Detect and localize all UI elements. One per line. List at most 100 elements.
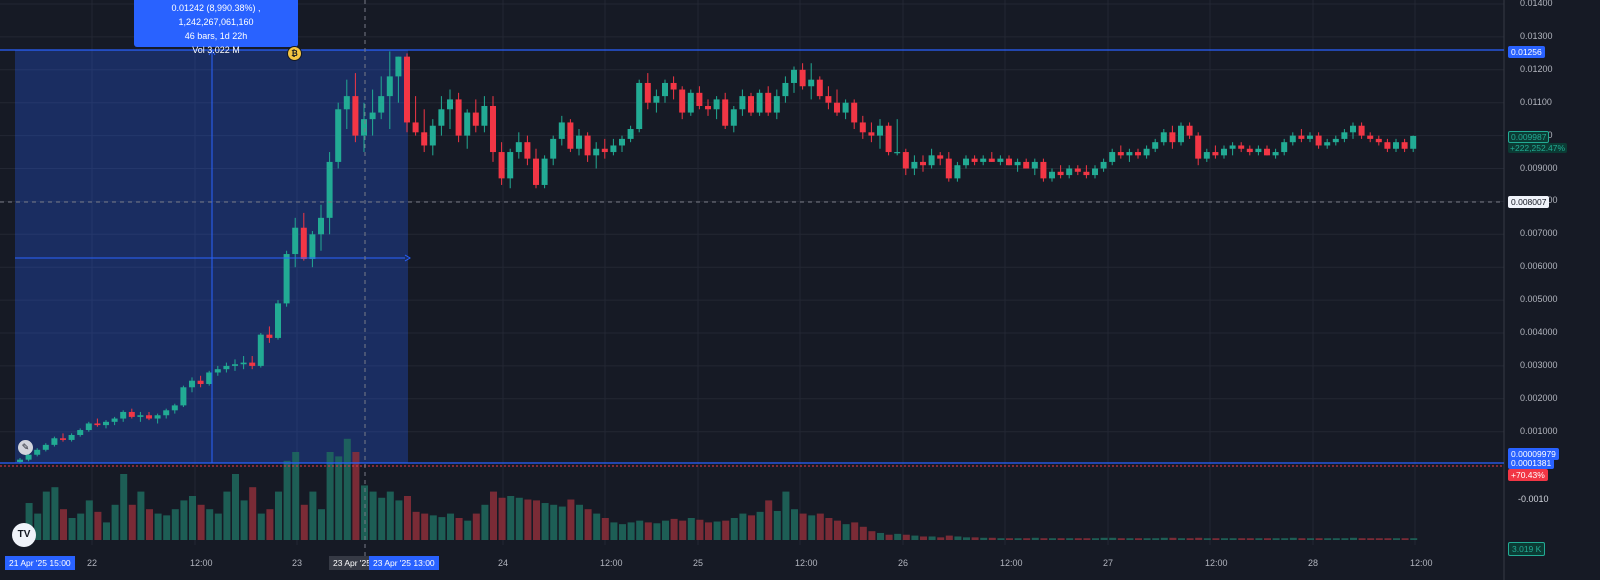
candle [636, 82, 643, 130]
volume-bar [997, 538, 1005, 540]
time-tick-label: 26 [898, 558, 909, 568]
candle [335, 109, 342, 162]
price-tick-label: 0.01100 [1520, 96, 1552, 107]
candle [1031, 161, 1038, 169]
candle [1393, 142, 1399, 149]
volume-bar [318, 509, 325, 540]
volume-bar [490, 491, 497, 540]
candle [859, 122, 866, 133]
tradingview-logo-icon[interactable]: TV [12, 523, 36, 547]
volume-bar [782, 491, 790, 540]
candle [1126, 152, 1133, 156]
candle [1092, 168, 1098, 176]
candle [679, 89, 686, 113]
arrow-head-icon [404, 254, 411, 262]
volume-bar [541, 503, 549, 540]
candle [481, 105, 488, 126]
volume-bar [120, 474, 128, 540]
candle [1169, 132, 1176, 143]
volume-bar [249, 487, 257, 540]
candle [1057, 171, 1064, 176]
candle [1152, 142, 1159, 149]
volume-bar [1238, 538, 1246, 540]
volume-bar [515, 497, 523, 540]
volume-bar [1307, 538, 1314, 540]
candle [696, 92, 703, 106]
measure-price-change: 0.01242 (8,990.38%) , 1,242,267,061,160 [171, 3, 261, 27]
volume-bar [619, 524, 626, 540]
volume-bar [1203, 538, 1211, 540]
volume-bar [1315, 538, 1323, 540]
coin-icon[interactable]: ₿ [287, 46, 302, 61]
candle [1160, 132, 1167, 143]
volume-bars [17, 438, 1418, 540]
candle [722, 99, 729, 126]
candle [326, 161, 333, 218]
candle [1255, 148, 1262, 153]
candle [197, 380, 204, 384]
candle [343, 96, 350, 110]
candle [1358, 125, 1365, 136]
ruler-icon[interactable]: ✎ [18, 440, 33, 455]
volume-bar [257, 513, 265, 540]
volume-bar [232, 474, 239, 540]
volume-bar [1255, 538, 1263, 540]
volume-bar [507, 496, 515, 540]
candle [730, 109, 737, 126]
candle [885, 125, 892, 153]
last-change-tag: +222,252.47% [1508, 143, 1568, 153]
time-tick-label: 12:00 [1205, 558, 1228, 568]
volume-bar [137, 491, 145, 540]
volume-bar [1375, 538, 1383, 540]
candle [739, 96, 746, 110]
volume-bar [189, 496, 196, 540]
volume-bar [1126, 538, 1134, 540]
volume-bar [662, 520, 669, 540]
candle [911, 161, 918, 169]
candle [558, 122, 565, 139]
volume-bar [851, 522, 859, 540]
volume-bar [223, 491, 231, 540]
candle [180, 387, 187, 406]
volume-bar [928, 536, 936, 540]
last-price-tag: 0.009987 [1508, 131, 1550, 143]
volume-bar [206, 509, 214, 540]
volume-bar [60, 509, 67, 540]
candle [51, 438, 58, 445]
time-tick-label: 12:00 [600, 558, 623, 568]
candle [111, 418, 118, 422]
candle [541, 158, 548, 185]
measure-bars: 46 bars, 1d 22h [184, 31, 248, 41]
candle [1410, 135, 1417, 149]
volume-bar [51, 487, 59, 540]
candle [1375, 138, 1382, 143]
measure-tooltip: 0.01242 (8,990.38%) , 1,242,267,061,160 … [134, 0, 298, 55]
candle [1298, 135, 1305, 139]
time-tick-label: 12:00 [1410, 558, 1433, 568]
volume-bar [601, 518, 609, 540]
candle [1401, 142, 1408, 149]
volume-bar [214, 513, 222, 540]
candle [954, 165, 961, 179]
candle [1186, 125, 1193, 136]
price-tick-label: 0.01400 [1520, 0, 1553, 8]
volume-bar [1186, 538, 1194, 540]
volume-bar [808, 515, 816, 540]
volume-bar [834, 520, 841, 540]
volume-bar [283, 460, 291, 540]
volume-bar [455, 518, 463, 540]
volume-bar [593, 513, 601, 540]
candle [524, 142, 531, 159]
candle [17, 459, 23, 462]
volume-bar [481, 504, 489, 540]
volume-bar [1178, 538, 1185, 540]
volume-bar [670, 518, 678, 540]
volume-bar [180, 500, 188, 540]
candle [378, 96, 385, 113]
volume-bar [765, 500, 773, 540]
candle [825, 96, 832, 103]
candle [610, 145, 617, 153]
volume-bar [352, 452, 360, 540]
candle [292, 227, 299, 255]
